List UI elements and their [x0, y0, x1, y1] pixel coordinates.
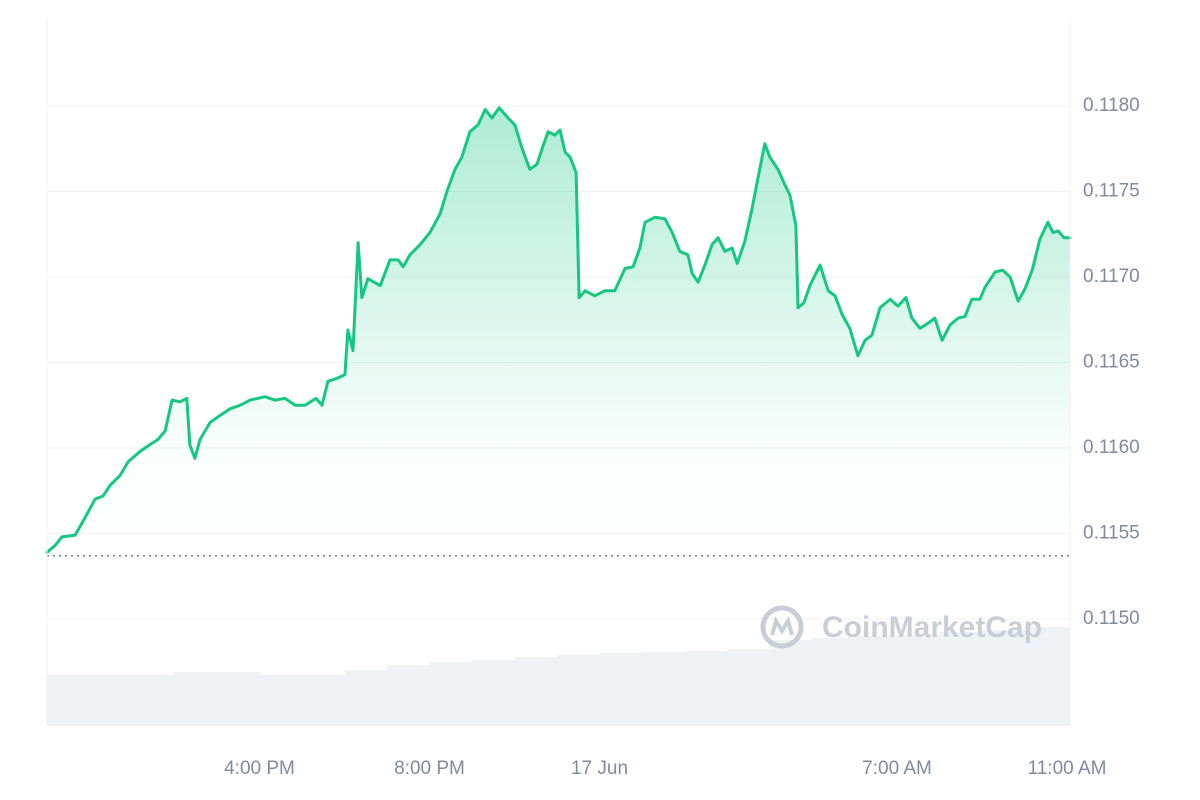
watermark-logo-m — [770, 616, 794, 636]
volume-bar — [387, 665, 430, 725]
volume-bar — [344, 670, 388, 725]
y-tick-label: 0.1165 — [1083, 352, 1140, 373]
volume-bar — [472, 660, 515, 725]
x-tick-label: 4:00 PM — [224, 758, 295, 779]
volume-bar — [1024, 627, 1070, 725]
area — [47, 107, 1070, 556]
y-tick-label: 0.1160 — [1083, 437, 1140, 458]
volume-bar — [897, 635, 940, 725]
volume-bar — [429, 662, 473, 725]
volume-bar — [217, 672, 260, 725]
volume-bar — [812, 638, 855, 725]
x-tick-label: 7:00 AM — [862, 758, 932, 779]
volume-bar — [557, 655, 600, 725]
volume-bar — [132, 675, 175, 725]
price-line — [45, 106, 1072, 554]
x-tick-label: 17 Jun — [571, 758, 628, 779]
volume-bar — [854, 636, 898, 725]
volume-bar — [259, 675, 303, 725]
series — [45, 106, 1072, 557]
x-tick-label: 11:00 AM — [1028, 758, 1107, 779]
watermark: CoinMarketCap — [760, 605, 1042, 649]
axes: 0.1150 0.1155 0.1160 0.1165 0.1170 0.1175 0.11… — [46, 18, 1140, 779]
volume-bar — [982, 630, 1025, 725]
volume-bar — [684, 651, 728, 725]
volume-bar — [47, 675, 90, 725]
volume-bar — [89, 675, 133, 725]
volume-bar — [727, 649, 770, 725]
y-tick-label: 0.1170 — [1083, 266, 1140, 287]
volume-bar — [939, 632, 983, 725]
y-tick-label: 0.1150 — [1083, 608, 1140, 629]
y-tick-label: 0.1155 — [1083, 523, 1140, 544]
watermark-logo — [760, 605, 804, 649]
volume-bar — [769, 640, 813, 725]
volume-bar — [642, 652, 685, 725]
volume — [47, 627, 1070, 725]
volume-bar — [174, 672, 218, 725]
volume-bar — [599, 653, 643, 725]
x-tick-label: 8:00 PM — [394, 758, 465, 779]
volume-bar — [514, 657, 558, 725]
y-tick-label: 0.1180 — [1083, 95, 1140, 116]
y-tick-label: 0.1175 — [1083, 181, 1140, 202]
volume-bar — [302, 675, 345, 725]
watermark-text: CoinMarketCap — [822, 611, 1042, 644]
